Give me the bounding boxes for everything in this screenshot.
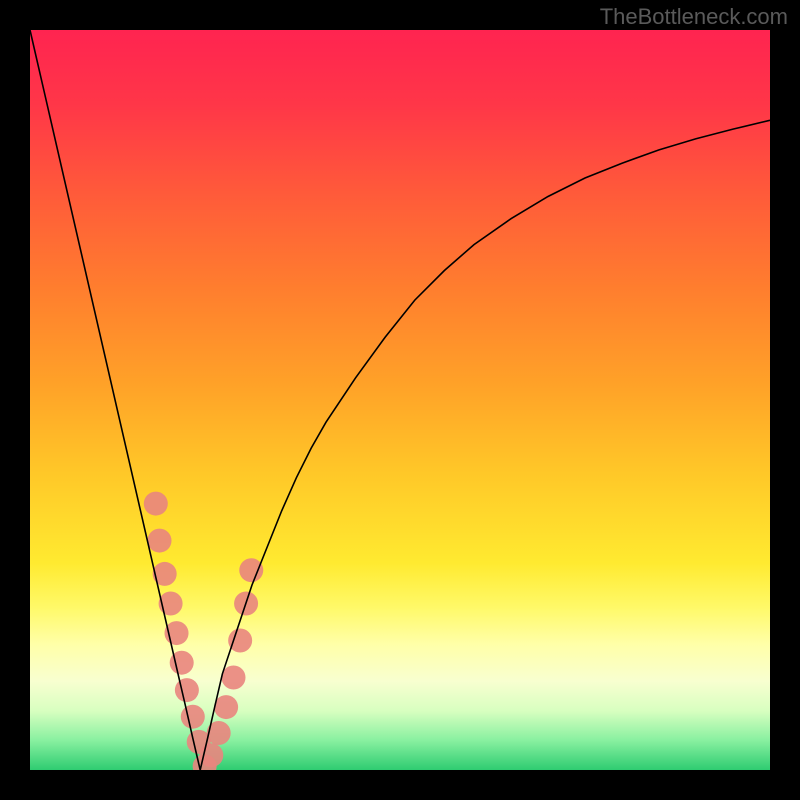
data-marker	[228, 629, 252, 653]
data-marker	[144, 492, 168, 516]
data-marker	[239, 558, 263, 582]
data-marker	[214, 695, 238, 719]
bottleneck-curve-chart	[30, 30, 770, 770]
data-marker	[175, 678, 199, 702]
data-marker	[222, 666, 246, 690]
data-marker	[181, 705, 205, 729]
gradient-background	[30, 30, 770, 770]
watermark-text: TheBottleneck.com	[600, 4, 788, 30]
data-marker	[148, 529, 172, 553]
